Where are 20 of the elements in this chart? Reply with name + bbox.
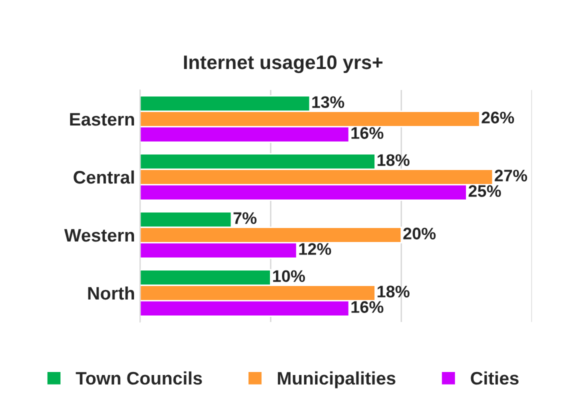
data-label: 10% [273,270,305,282]
y-tick-label: Central [74,170,134,184]
legend-label: Town Councils [76,371,202,385]
data-label: 26% [482,112,514,124]
data-label: 18% [378,286,410,298]
data-label: 12% [299,243,332,255]
data-label: 18% [378,154,410,166]
data-label: 20% [403,228,436,240]
data-label: 13% [312,96,344,108]
legend-label: Municipalities [278,371,396,388]
legend-label: Cities [470,371,519,385]
chart-title: Internet usage10 yrs+ [184,55,382,74]
data-label: 25% [468,185,501,197]
data-label: 7% [234,212,257,224]
data-label: 16% [352,127,384,139]
y-tick-label: North [88,286,134,300]
data-label: 27% [494,170,528,182]
y-tick-label: Western [64,229,134,242]
data-label: 16% [352,301,384,313]
y-tick-label: Eastern [70,113,134,126]
